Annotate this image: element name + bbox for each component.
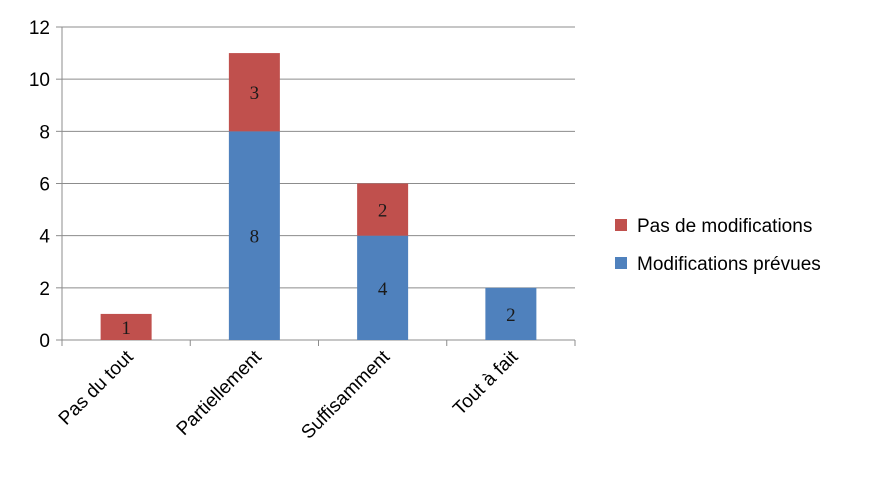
x-tick-label: Pas du tout: [55, 346, 138, 429]
data-label: 3: [250, 83, 260, 104]
data-label: 2: [506, 305, 516, 326]
y-tick-label: 4: [39, 227, 50, 248]
data-label: 1: [121, 318, 131, 339]
data-label: 4: [378, 279, 388, 300]
data-label: 2: [378, 201, 388, 222]
x-tick-label: Suffisamment: [297, 346, 394, 443]
legend-label: Pas de modifications: [637, 216, 812, 237]
y-tick-label: 12: [29, 18, 50, 39]
bar-segment: [485, 287, 537, 340]
x-tick-label: Partiellement: [173, 346, 267, 440]
bar-segment: [228, 53, 280, 132]
y-tick-label: 6: [39, 175, 50, 196]
x-tick-label: Tout à fait: [449, 346, 523, 420]
data-labels: 1 8 3 4 2 2: [121, 83, 515, 339]
bar-segment: [228, 131, 280, 340]
legend: Pas de modifications Modifications prévue…: [615, 216, 821, 275]
bars: [100, 53, 537, 340]
bar-segment: [100, 313, 152, 340]
bar-segment: [357, 183, 409, 236]
legend-swatch: [615, 257, 627, 269]
legend-label: Modifications prévues: [637, 254, 821, 275]
y-tick-label: 10: [29, 70, 50, 91]
legend-swatch: [615, 219, 627, 231]
gridlines: [62, 26, 575, 289]
y-tick-label: 8: [39, 122, 50, 143]
y-tick-label: 0: [39, 331, 50, 352]
y-tick-label: 2: [39, 279, 50, 300]
bar-segment: [357, 235, 409, 340]
data-label: 8: [250, 227, 260, 248]
